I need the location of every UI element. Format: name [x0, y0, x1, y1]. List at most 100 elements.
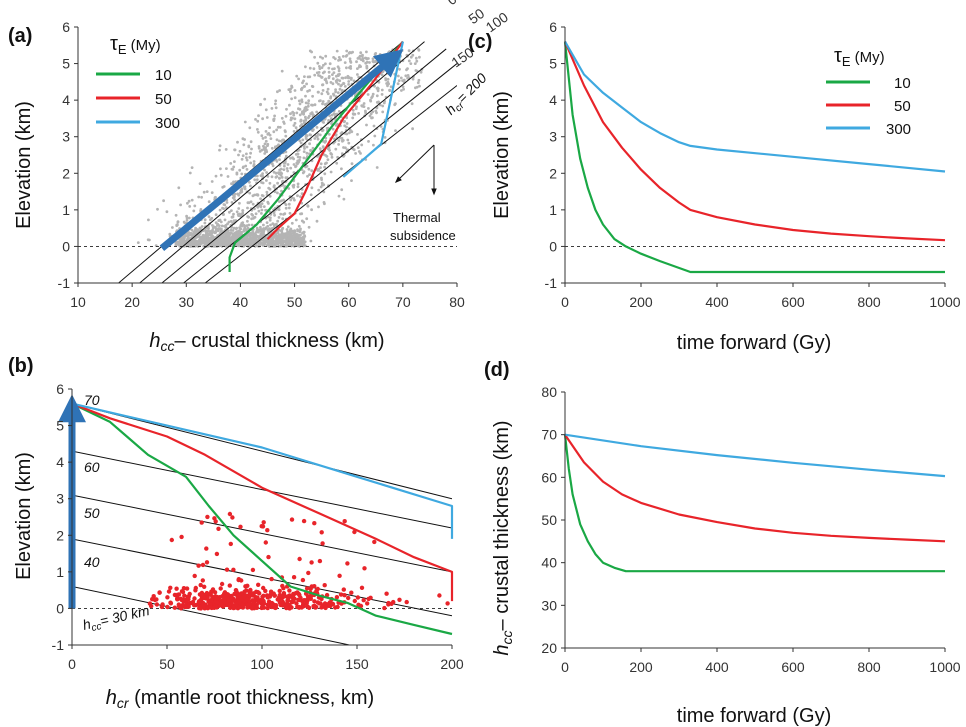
b-red-dot: [342, 593, 347, 598]
a-gray-dot: [415, 59, 419, 63]
a-gray-dot: [315, 110, 319, 114]
a-gray-dot: [332, 71, 336, 74]
a-gray-dot: [411, 127, 414, 131]
b-red-dot: [309, 560, 314, 565]
b-red-dot: [305, 594, 311, 599]
a-gray-dot: [292, 163, 296, 166]
b-red-dot: [352, 598, 357, 604]
a-gray-dot: [187, 245, 191, 248]
b-ytick-label: 2: [56, 527, 64, 543]
b-red-dot: [166, 589, 172, 594]
b-red-dot: [266, 554, 271, 560]
a-gray-dot: [297, 77, 300, 81]
b-red-dot: [301, 598, 307, 603]
a-gray-dot: [406, 74, 410, 77]
a-gray-dot: [292, 124, 296, 127]
b-xlabel: hcr (mantle root thickness, km): [106, 687, 374, 711]
b-red-dot: [208, 605, 213, 610]
c-legend-50: 50: [894, 98, 911, 115]
b-red-dot: [175, 592, 180, 597]
d-ytick-label: 30: [541, 597, 557, 613]
c-xtick-label: 800: [857, 294, 881, 310]
b-series: [71, 402, 454, 636]
a-gray-dot: [287, 187, 291, 190]
a-gray-dot: [296, 229, 300, 233]
a-gray-dot: [146, 238, 150, 242]
c-ytick-label: -1: [545, 275, 558, 291]
b-red-dot: [319, 605, 324, 610]
a-gray-dot: [257, 114, 260, 118]
b-xtick-label: 100: [250, 656, 274, 672]
a-gray-dot: [247, 223, 251, 227]
a-gray-dot: [276, 231, 280, 235]
a-gray-dot: [359, 51, 363, 55]
a-gray-dot: [214, 213, 218, 217]
c-ytick-label: 6: [549, 19, 557, 35]
a-gray-dot: [281, 241, 284, 244]
a-gray-dot: [325, 155, 329, 158]
a-gray-dot: [298, 102, 302, 106]
a-gray-dot: [372, 143, 375, 147]
b-red-dot: [242, 589, 247, 594]
a-ytick-label: 3: [62, 129, 70, 145]
b-iso-label-50: 50: [84, 505, 100, 521]
a-gray-dot: [241, 238, 244, 242]
a-gray-dot: [234, 231, 238, 235]
b-isopleth-70: [72, 403, 452, 500]
b-red-dot: [192, 573, 197, 579]
b-xtick-label: 150: [345, 656, 369, 672]
b-red-dot: [187, 591, 192, 597]
a-gray-dot: [231, 229, 235, 232]
b-red-dot: [182, 593, 187, 598]
b-red-dot: [291, 599, 296, 604]
a-gray-dot: [368, 114, 372, 118]
c-ytick-label: 4: [549, 92, 557, 108]
a-gray-dot: [231, 236, 234, 240]
a-gray-dot: [285, 228, 289, 231]
a-gray-dot: [308, 142, 311, 146]
a-gray-dot: [289, 112, 292, 116]
a-gray-dot: [269, 239, 273, 243]
a-gray-dot: [249, 151, 253, 155]
b-red-dot: [176, 602, 181, 607]
a-gray-dot: [313, 73, 317, 77]
a-gray-dot: [280, 139, 283, 143]
d-xtick-label: 1000: [929, 659, 960, 675]
b-ytick-label: -1: [52, 637, 65, 653]
a-gray-dot: [278, 125, 282, 129]
a-gray-dot: [292, 157, 295, 161]
a-gray-dot: [242, 143, 246, 147]
a-gray-dot: [223, 203, 227, 207]
a-gray-dot: [331, 82, 335, 86]
a-gray-dot: [260, 208, 264, 212]
panel-c-label: (c): [468, 31, 492, 53]
a-gray-dot: [352, 79, 356, 83]
a-gray-dot: [297, 224, 301, 228]
a-gray-dot: [241, 154, 245, 158]
a-gray-dot: [200, 195, 204, 199]
a-gray-dot: [404, 74, 408, 78]
a-gray-dot: [237, 207, 241, 210]
a-gray-dot: [230, 201, 234, 204]
a-gray-dot: [284, 240, 287, 244]
a-gray-dot: [361, 53, 364, 57]
a-gray-dot: [394, 129, 397, 133]
b-red-dot: [297, 556, 302, 562]
a-gray-dot: [263, 243, 266, 246]
a-gray-dot: [305, 151, 309, 155]
a-gray-dot: [383, 136, 387, 139]
b-iso-label-40: 40: [84, 554, 100, 570]
a-gray-dot: [274, 158, 278, 162]
b-red-dot: [259, 524, 264, 529]
a-gray-dot: [194, 240, 198, 243]
a-gray-dot: [345, 54, 349, 57]
a-gray-dot: [260, 134, 264, 138]
a-gray-dot: [382, 101, 386, 105]
a-gray-dot: [309, 133, 312, 137]
b-red-dot: [293, 591, 298, 596]
a-gray-dot: [221, 242, 225, 246]
b-red-dot: [261, 601, 267, 606]
b-red-dot: [352, 529, 357, 535]
a-gray-dot: [307, 99, 311, 103]
a-gray-dot: [272, 223, 276, 227]
